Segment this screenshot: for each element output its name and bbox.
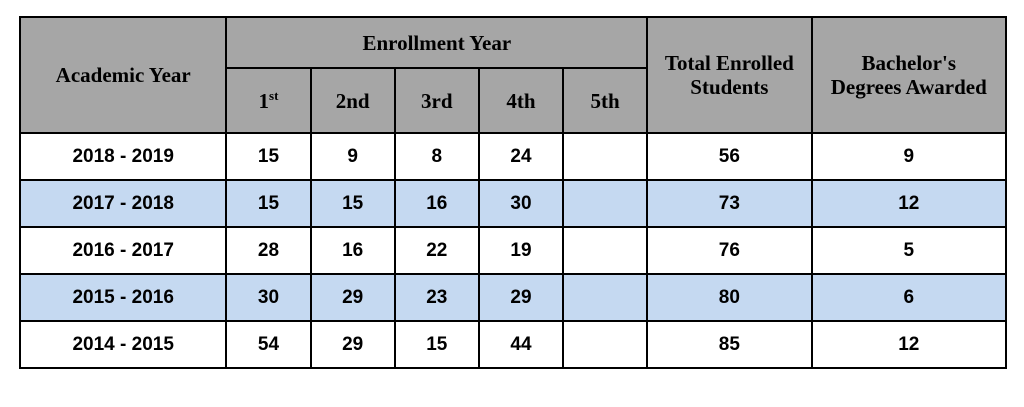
cell-year-1: 30 xyxy=(225,273,312,322)
header-year-4: 4th xyxy=(477,67,565,134)
header-degrees-line1: Bachelor's xyxy=(861,51,957,75)
cell-year-5 xyxy=(562,226,649,275)
cell-year-5 xyxy=(562,320,649,369)
header-academic-year: Academic Year xyxy=(18,16,228,134)
cell-total-enrolled: 76 xyxy=(646,226,813,275)
cell-academic-year: 2014 - 2015 xyxy=(18,320,228,369)
cell-year-3: 8 xyxy=(393,132,480,181)
table-header: Academic Year Enrollment Year Total Enro… xyxy=(18,16,1008,134)
cell-degrees-awarded: 5 xyxy=(810,226,1008,275)
table-row: 2014 - 2015 54 29 15 44 85 12 xyxy=(18,320,1008,369)
header-year-1-sup: st xyxy=(269,87,279,103)
header-enrollment-year: Enrollment Year xyxy=(225,16,649,69)
header-total-enrolled: Total Enrolled Students xyxy=(646,16,813,134)
header-year-1: 1st xyxy=(225,67,312,134)
header-row-top: Academic Year Enrollment Year Total Enro… xyxy=(18,16,1008,134)
cell-total-enrolled: 80 xyxy=(646,273,813,322)
cell-year-2: 29 xyxy=(309,273,396,322)
cell-year-5 xyxy=(562,273,649,322)
cell-total-enrolled: 73 xyxy=(646,179,813,228)
table-body: 2018 - 2019 15 9 8 24 56 9 2017 - 2018 1… xyxy=(18,132,1008,369)
cell-degrees-awarded: 12 xyxy=(810,179,1008,228)
header-year-3: 3rd xyxy=(393,67,480,134)
cell-year-2: 29 xyxy=(309,320,396,369)
cell-year-1: 28 xyxy=(225,226,312,275)
cell-year-4: 24 xyxy=(477,132,565,181)
header-row-sub: 1st 2nd 3rd 4th 5th xyxy=(20,67,1006,134)
cell-year-4: 19 xyxy=(477,226,565,275)
cell-year-4: 44 xyxy=(477,320,565,369)
enrollment-table: Academic Year Enrollment Year Total Enro… xyxy=(18,16,1008,369)
table-row: 2015 - 2016 30 29 23 29 80 6 xyxy=(18,273,1008,322)
cell-year-1: 15 xyxy=(225,132,312,181)
cell-degrees-awarded: 9 xyxy=(810,132,1008,181)
cell-year-2: 16 xyxy=(309,226,396,275)
cell-degrees-awarded: 6 xyxy=(810,273,1008,322)
cell-academic-year: 2016 - 2017 xyxy=(18,226,228,275)
cell-year-3: 23 xyxy=(393,273,480,322)
header-year-2: 2nd xyxy=(309,67,396,134)
cell-year-3: 22 xyxy=(393,226,480,275)
cell-academic-year: 2015 - 2016 xyxy=(18,273,228,322)
cell-year-2: 9 xyxy=(309,132,396,181)
cell-year-5 xyxy=(562,179,649,228)
header-total-line2: Students xyxy=(690,75,769,99)
cell-academic-year: 2017 - 2018 xyxy=(18,179,228,228)
header-total-line1: Total Enrolled xyxy=(664,51,794,75)
cell-total-enrolled: 85 xyxy=(646,320,813,369)
cell-degrees-awarded: 12 xyxy=(810,320,1008,369)
header-year-1-base: 1 xyxy=(258,88,270,113)
table-row: 2016 - 2017 28 16 22 19 76 5 xyxy=(18,226,1008,275)
cell-year-4: 30 xyxy=(477,179,565,228)
cell-year-1: 54 xyxy=(225,320,312,369)
cell-total-enrolled: 56 xyxy=(646,132,813,181)
cell-year-3: 15 xyxy=(393,320,480,369)
header-year-5: 5th xyxy=(562,67,649,134)
cell-academic-year: 2018 - 2019 xyxy=(18,132,228,181)
cell-year-2: 15 xyxy=(309,179,396,228)
table-row: 2018 - 2019 15 9 8 24 56 9 xyxy=(18,132,1008,181)
table-row: 2017 - 2018 15 15 16 30 73 12 xyxy=(18,179,1008,228)
cell-year-4: 29 xyxy=(477,273,565,322)
cell-year-1: 15 xyxy=(225,179,312,228)
header-degrees-line2: Degrees Awarded xyxy=(830,75,987,99)
cell-year-3: 16 xyxy=(393,179,480,228)
header-degrees-awarded: Bachelor's Degrees Awarded xyxy=(810,16,1008,134)
cell-year-5 xyxy=(562,132,649,181)
